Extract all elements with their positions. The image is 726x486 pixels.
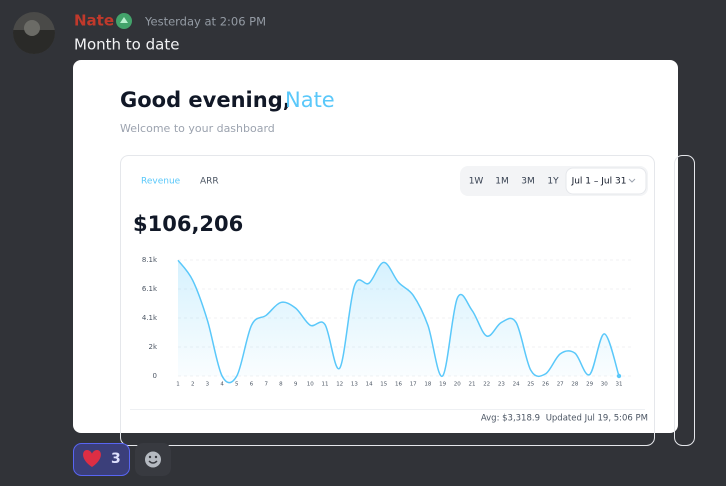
x-tick-label: 22 (483, 382, 490, 388)
y-tick-label: 6.1k (142, 285, 158, 293)
x-tick-label: 5 (235, 382, 239, 388)
heart-emoji (83, 450, 101, 467)
reaction-count: 3 (111, 451, 121, 467)
message-text: Month to date (74, 36, 179, 54)
end-dot (616, 373, 622, 379)
x-tick-label: 14 (366, 382, 373, 388)
x-tick-label: 27 (557, 382, 564, 388)
card-next (674, 155, 695, 446)
embed-image[interactable]: Good evening, Nate Welcome to your dashb… (73, 60, 695, 446)
range-button[interactable]: 1M (495, 177, 509, 187)
line (177, 259, 620, 384)
avatar[interactable] (13, 12, 55, 54)
average: Avg: $3,318.9 (481, 414, 540, 424)
x-tick-label: 20 (454, 382, 461, 388)
author-name[interactable]: Nate (74, 12, 114, 30)
x-tick-label: 1 (176, 382, 180, 388)
subtitle: Welcome to your dashboard (120, 122, 275, 135)
x-tick-label: 2 (191, 382, 195, 388)
x-tick-label: 11 (322, 382, 329, 388)
x-tick-label: 7 (264, 382, 268, 388)
x-tick-label: 10 (307, 382, 314, 388)
x-tick-label: 30 (601, 382, 608, 388)
x-tick-label: 23 (498, 382, 505, 388)
role-badge (116, 13, 132, 29)
total: $106,206 (133, 212, 243, 236)
area (178, 260, 619, 383)
x-tick-label: 21 (469, 382, 476, 388)
card (120, 155, 655, 446)
x-tick-label: 16 (395, 382, 402, 388)
x-tick-label: 6 (250, 382, 254, 388)
x-tick-label: 19 (439, 382, 446, 388)
x-tick-label: 13 (351, 382, 358, 388)
x-tick-label: 24 (513, 382, 520, 388)
y-tick-label: 2k (148, 343, 157, 351)
x-tick-label: 31 (616, 382, 623, 388)
range-button[interactable]: 3M (521, 177, 535, 187)
x-tick-label: 3 (206, 382, 210, 388)
y-tick-label: 8.1k (142, 256, 158, 264)
tab[interactable]: Revenue (141, 177, 181, 187)
x-tick-label: 18 (424, 382, 431, 388)
x-tick-label: 15 (380, 382, 387, 388)
x-tick-label: 12 (336, 382, 343, 388)
add-reaction[interactable] (135, 443, 171, 476)
x-tick-label: 8 (279, 382, 283, 388)
range-selected[interactable] (565, 167, 647, 195)
updated: Updated Jul 19, 5:06 PM (546, 414, 648, 424)
greeting: Good evening, (120, 88, 291, 112)
reaction[interactable]: 3 (73, 443, 130, 476)
tab[interactable]: ARR (200, 177, 219, 187)
timestamp: Yesterday at 2:06 PM (144, 15, 266, 29)
x-tick-label: 17 (410, 382, 417, 388)
x-tick-label: 9 (294, 382, 298, 388)
range-label: Jul 1 – Jul 31 (571, 177, 627, 187)
x-tick-label: 28 (571, 382, 578, 388)
x-tick-label: 4 (220, 382, 224, 388)
greeting-name: Nate (285, 88, 335, 112)
chevron (628, 178, 636, 183)
x-tick-label: 26 (542, 382, 549, 388)
x-tick-label: 25 (527, 382, 534, 388)
y-tick-label: 0 (153, 372, 157, 380)
range-button[interactable]: 1Y (547, 177, 559, 187)
range-button[interactable]: 1W (469, 177, 484, 187)
x-tick-label: 29 (586, 382, 593, 388)
y-tick-label: 4.1k (142, 314, 158, 322)
